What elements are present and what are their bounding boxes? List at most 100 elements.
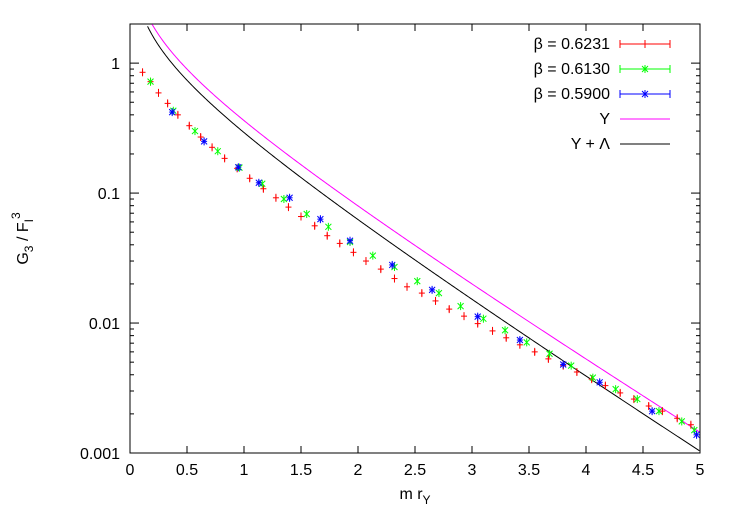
data-point [280, 195, 288, 204]
data-point [642, 40, 648, 48]
x-tick-label: 1.5 [290, 462, 312, 479]
curve-Y [151, 24, 700, 433]
data-points [139, 68, 700, 439]
data-point [362, 257, 369, 266]
x-axis-label: m rY [399, 486, 430, 507]
y-tick-label: 1 [111, 56, 120, 73]
x-tick-label: 4.5 [632, 462, 654, 479]
data-point [214, 147, 222, 156]
data-point [474, 319, 481, 328]
curve-YL [147, 26, 700, 452]
data-point [234, 163, 242, 172]
data-point [260, 184, 267, 193]
data-point [461, 312, 468, 321]
data-point [531, 347, 538, 356]
y-axis: 0.001 0.01 0.1 1 [80, 23, 700, 463]
data-point [474, 312, 482, 321]
data-point [286, 193, 293, 202]
data-point [693, 430, 700, 439]
data-point [377, 265, 384, 274]
data-point [246, 174, 253, 183]
data-point [573, 368, 580, 377]
data-point [200, 137, 208, 146]
x-tick-label: 1 [240, 462, 249, 479]
data-point [186, 121, 193, 130]
data-point [272, 193, 279, 202]
data-point [324, 231, 331, 240]
data-point [221, 154, 228, 163]
data-point [255, 178, 263, 187]
data-point [559, 360, 567, 369]
data-point [197, 133, 204, 142]
x-tick-label: 3 [468, 462, 477, 479]
y-tick-label: 0.01 [89, 316, 120, 333]
data-point [435, 289, 443, 298]
x-tick-label: 0.5 [176, 462, 198, 479]
legend-label: Y [599, 111, 610, 128]
data-point [164, 99, 171, 108]
y-tick-label: 0.1 [98, 186, 120, 203]
legend-label: β = 0.6231 [534, 36, 610, 53]
data-point [480, 314, 487, 323]
data-point [457, 302, 464, 311]
data-point [596, 378, 604, 387]
x-tick-label: 2.5 [404, 462, 426, 479]
data-point [298, 212, 304, 221]
data-point [516, 336, 524, 345]
data-point [617, 388, 624, 397]
data-point [501, 326, 509, 335]
data-point [191, 127, 199, 136]
data-point [413, 277, 421, 286]
x-tick-label: 0 [126, 462, 135, 479]
data-point [147, 77, 154, 86]
data-point [489, 326, 496, 335]
data-point [391, 274, 398, 283]
data-point [350, 248, 357, 257]
data-point [612, 385, 619, 394]
data-point [418, 289, 425, 298]
x-tick-label: 5 [696, 462, 705, 479]
legend-label: Y + Λ [571, 136, 611, 153]
data-point [503, 333, 510, 342]
data-point [139, 68, 146, 77]
data-point [630, 395, 637, 404]
y-tick-label: 0.001 [80, 446, 120, 463]
data-point [648, 407, 656, 416]
data-point [404, 282, 411, 291]
data-point [641, 65, 649, 73]
data-point [645, 401, 652, 410]
x-tick-label: 2 [354, 462, 363, 479]
data-point [641, 90, 649, 98]
data-point [303, 210, 311, 219]
data-point [285, 203, 292, 212]
data-point [209, 143, 216, 152]
x-tick-label: 4 [582, 462, 591, 479]
legend: β = 0.6231 β = 0.6130 β = 0.5900 Y Y + Λ [534, 36, 671, 153]
data-point [546, 349, 553, 358]
data-point [678, 417, 686, 426]
data-point [589, 373, 597, 382]
data-point [567, 361, 575, 370]
data-point [687, 420, 694, 429]
data-point [325, 222, 332, 231]
data-point [523, 338, 531, 347]
data-point [388, 260, 396, 269]
data-point [545, 354, 552, 363]
data-point [346, 236, 354, 245]
x-axis: 0 0.5 1 1.5 2 2.5 3 3.5 4 4.5 5 [126, 24, 705, 479]
data-point [336, 239, 343, 248]
legend-label: β = 0.6130 [534, 61, 610, 78]
legend-label: β = 0.5900 [534, 86, 610, 103]
data-point [633, 395, 641, 404]
y-axis-label: G3 / FI3 [9, 212, 36, 265]
data-point [311, 221, 318, 230]
data-point [446, 305, 453, 314]
x-tick-label: 3.5 [518, 462, 540, 479]
data-point [317, 215, 324, 224]
data-point [655, 407, 663, 416]
data-point [174, 110, 181, 119]
data-point [659, 407, 666, 416]
data-point [432, 296, 439, 305]
data-point [428, 285, 436, 294]
